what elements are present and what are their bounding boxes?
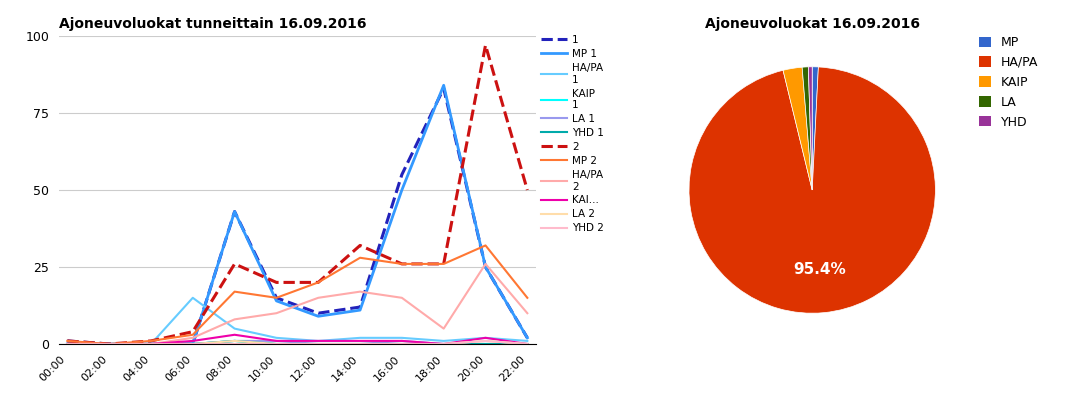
Legend: 1, MP 1, HA/PA
1, KAIP
1, LA 1, YHD 1, 2, MP 2, HA/PA
2, KAI..., LA 2, YHD 2: 1, MP 1, HA/PA 1, KAIP 1, LA 1, YHD 1, 2… [541,35,604,233]
Wedge shape [689,67,936,313]
Text: 95.4%: 95.4% [793,262,846,277]
Legend: MP, HA/PA, KAIP, LA, YHD: MP, HA/PA, KAIP, LA, YHD [979,36,1039,128]
Wedge shape [783,67,813,190]
Wedge shape [808,67,813,190]
Wedge shape [813,67,818,190]
Text: Ajoneuvoluokat tunneittain 16.09.2016: Ajoneuvoluokat tunneittain 16.09.2016 [59,17,367,31]
Wedge shape [802,67,813,190]
Title: Ajoneuvoluokat 16.09.2016: Ajoneuvoluokat 16.09.2016 [704,17,920,31]
